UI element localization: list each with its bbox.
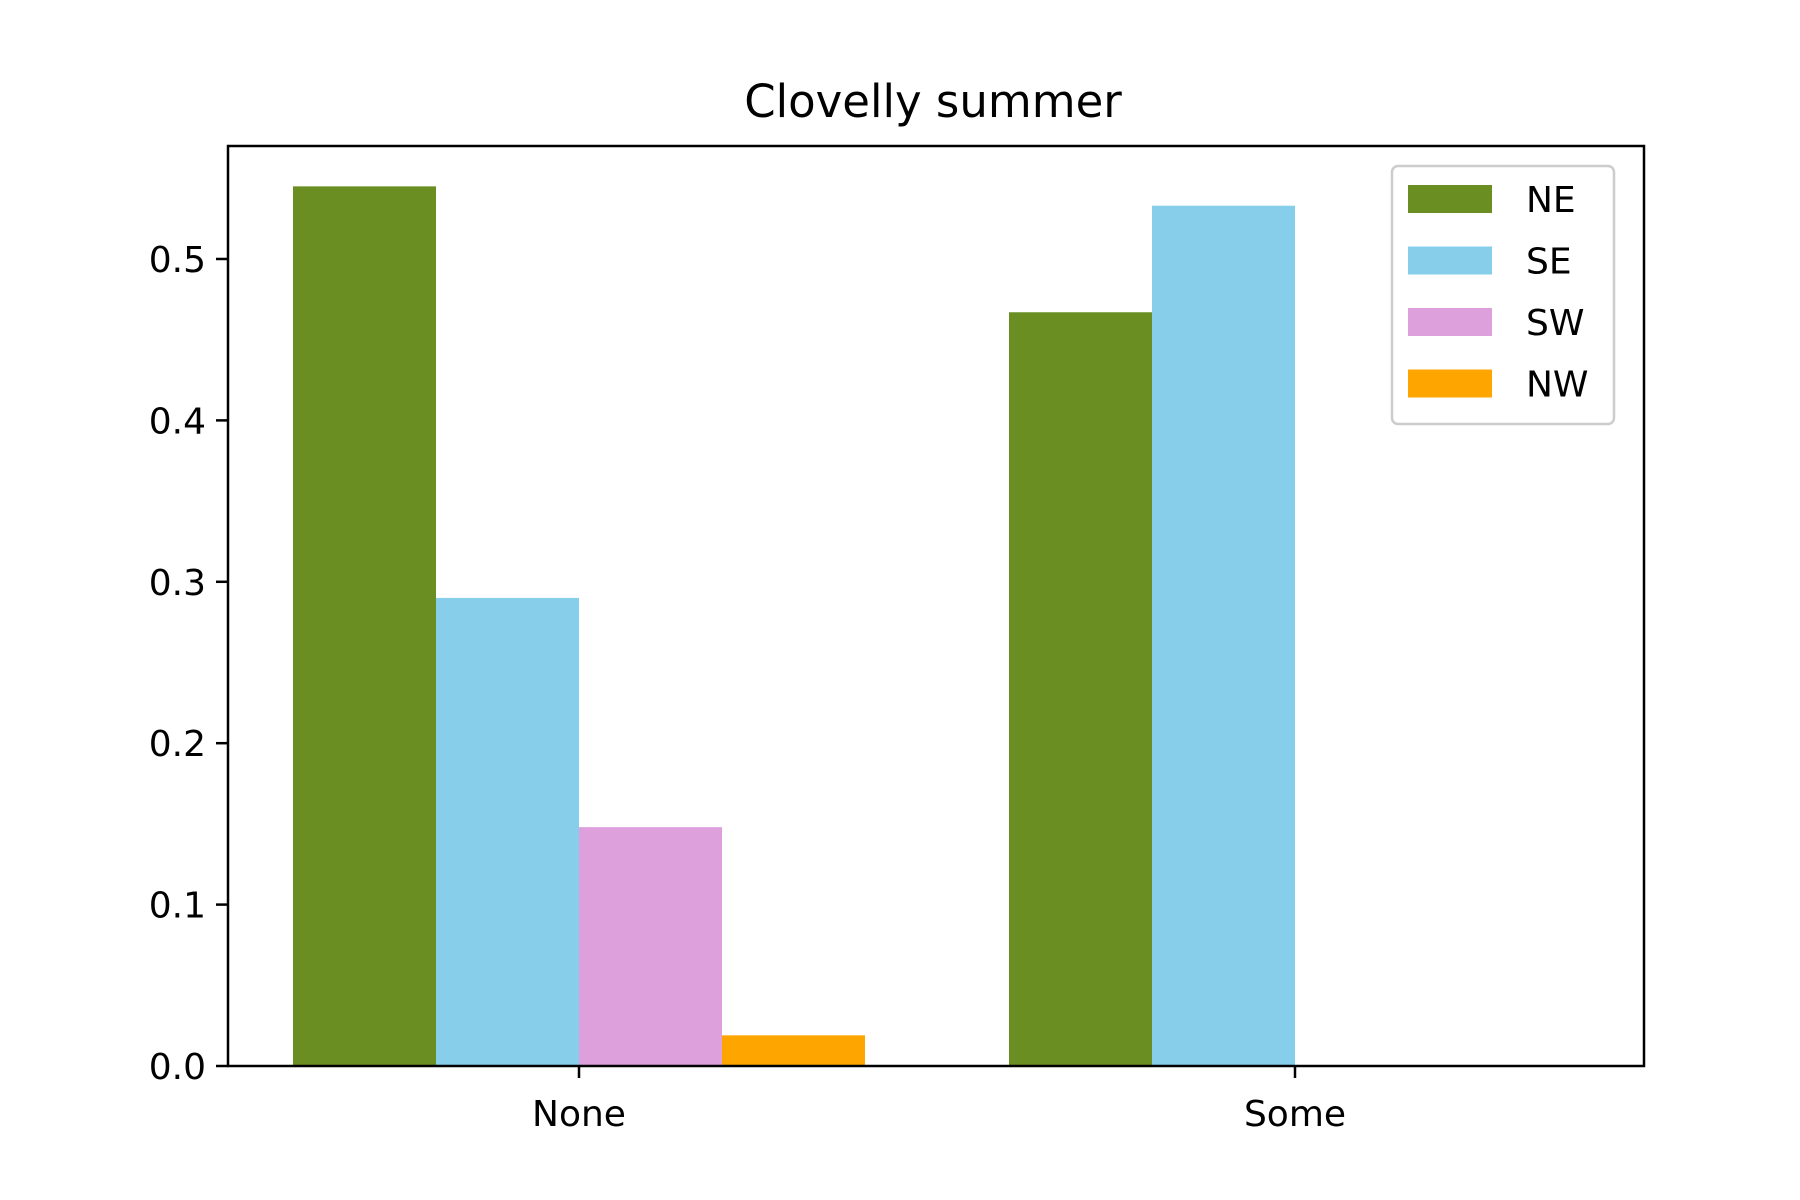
- x-axis: None Some: [532, 1066, 1346, 1135]
- bar-se-some: [1152, 205, 1295, 1066]
- legend-swatch-nw: [1408, 369, 1492, 398]
- y-axis: 0.0 0.1 0.2 0.3 0.4 0.5: [149, 240, 228, 1088]
- y-tick-label: 0.3: [149, 563, 206, 604]
- legend-label-nw: NW: [1526, 365, 1589, 406]
- legend-label-se: SE: [1526, 242, 1572, 283]
- legend: NE SE SW NW: [1390, 164, 1616, 426]
- legend-swatch-sw: [1408, 308, 1492, 336]
- chart-title: Clovelly summer: [744, 75, 1122, 128]
- legend-swatch-se: [1408, 246, 1492, 275]
- bar-ne-some: [1009, 312, 1152, 1066]
- y-tick-label: 0.5: [149, 240, 206, 281]
- bar-sw-none: [579, 827, 722, 1066]
- legend-label-sw: SW: [1526, 303, 1584, 344]
- legend-label-ne: NE: [1526, 180, 1576, 221]
- bar-nw-none: [722, 1035, 865, 1066]
- y-tick-label: 0.4: [149, 401, 206, 442]
- x-tick-label: Some: [1244, 1094, 1346, 1135]
- bar-se-none: [436, 597, 579, 1066]
- legend-box: [1390, 164, 1616, 426]
- bar-ne-none: [293, 186, 436, 1066]
- bar-layer: [293, 186, 1295, 1066]
- y-tick-label: 0.0: [149, 1047, 206, 1088]
- x-tick-label: None: [532, 1094, 626, 1135]
- y-tick-label: 0.2: [149, 724, 206, 765]
- plot-frame: [226, 144, 1646, 1068]
- y-tick-label: 0.1: [149, 886, 206, 927]
- legend-swatch-ne: [1408, 185, 1492, 213]
